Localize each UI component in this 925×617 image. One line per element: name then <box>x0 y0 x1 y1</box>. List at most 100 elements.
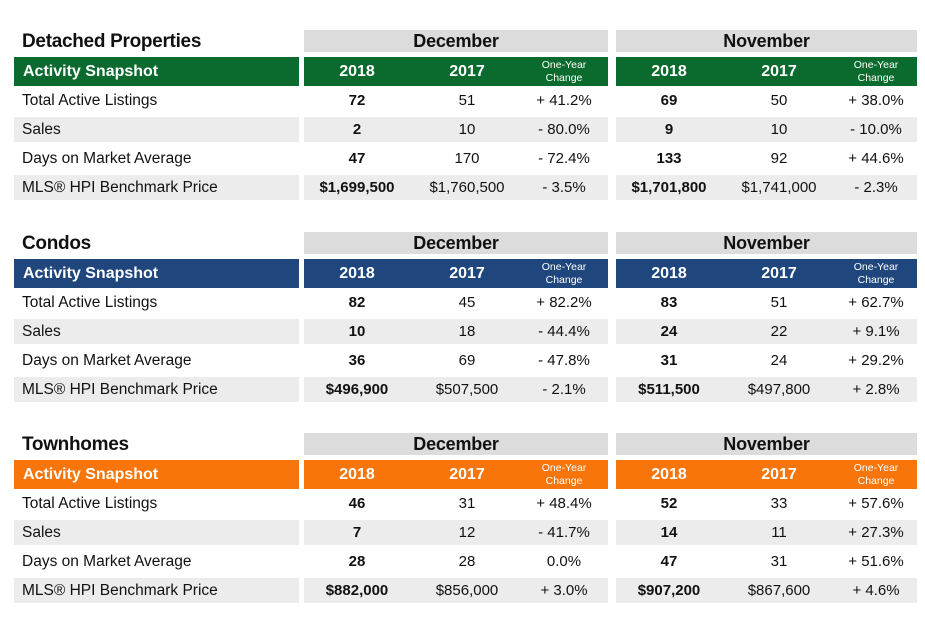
table-row: MLS® HPI Benchmark Price $882,000 $856,000… <box>0 578 925 607</box>
change-value: - 2.1% <box>542 381 586 398</box>
value-cell: 24 <box>660 323 678 340</box>
section-title-row: Detached Properties December November <box>0 28 925 53</box>
activity-snapshot-label: Activity Snapshot <box>23 63 159 80</box>
value-cell: 18 <box>458 323 476 340</box>
metric-label: MLS® HPI Benchmark Price <box>22 179 218 196</box>
column-header-band: 2018 2017 One-Year Change <box>304 57 608 86</box>
year-header: 2017 <box>449 63 485 80</box>
activity-snapshot-header: Activity Snapshot <box>14 259 299 288</box>
table-row: MLS® HPI Benchmark Price $496,900 $507,500… <box>0 377 925 406</box>
row-shading <box>616 175 917 200</box>
row-shading <box>616 377 917 402</box>
change-value: - 72.4% <box>538 150 590 167</box>
value-cell: 50 <box>770 92 788 109</box>
row-shading <box>304 117 608 142</box>
year-header: 2017 <box>761 63 797 80</box>
year-header: 2018 <box>339 63 375 80</box>
table-row: Total Active Listings 72 51 + 41.2% 69 50 + 38… <box>0 88 925 117</box>
value-cell: 51 <box>770 294 788 311</box>
change-value: - 80.0% <box>538 121 590 138</box>
value-cell: 69 <box>458 352 476 369</box>
one-year-change-header: One-Year Change <box>853 261 899 286</box>
year-header: 2017 <box>761 265 797 282</box>
row-shading <box>304 377 608 402</box>
change-value: - 41.7% <box>538 524 590 541</box>
change-value: + 27.3% <box>848 524 904 541</box>
value-cell: $1,760,500 <box>429 179 505 196</box>
value-cell: 2 <box>352 121 362 138</box>
metric-label: MLS® HPI Benchmark Price <box>22 582 218 599</box>
value-cell: 24 <box>770 352 788 369</box>
value-cell: 92 <box>770 150 788 167</box>
row-shading <box>14 319 299 344</box>
table-row: Days on Market Average 36 69 - 47.8% 31 24 + 2… <box>0 348 925 377</box>
change-value: - 2.3% <box>854 179 898 196</box>
change-value: 0.0% <box>546 553 582 570</box>
value-cell: 12 <box>458 524 476 541</box>
row-shading <box>304 520 608 545</box>
metric-label: Total Active Listings <box>22 294 158 311</box>
change-value: + 51.6% <box>848 553 904 570</box>
row-shading <box>14 377 299 402</box>
row-shading <box>304 319 608 344</box>
year-header: 2018 <box>339 265 375 282</box>
row-shading <box>14 578 299 603</box>
activity-snapshot-label: Activity Snapshot <box>23 265 159 282</box>
table-row: MLS® HPI Benchmark Price $1,699,500 $1,760… <box>0 175 925 204</box>
row-shading <box>14 175 299 200</box>
row-shading <box>304 578 608 603</box>
value-cell: 83 <box>660 294 678 311</box>
value-cell: $507,500 <box>435 381 499 398</box>
change-value: + 9.1% <box>852 323 900 340</box>
table-row: Total Active Listings 82 45 + 82.2% 83 51 + 62… <box>0 290 925 319</box>
year-header: 2017 <box>761 466 797 483</box>
one-year-change-header: One-Year Change <box>853 59 899 84</box>
row-shading <box>14 520 299 545</box>
value-cell: 11 <box>771 524 787 541</box>
column-header-band: 2018 2017 One-Year Change <box>616 57 917 86</box>
value-cell: 45 <box>458 294 476 311</box>
change-value: + 38.0% <box>848 92 904 109</box>
value-cell: $496,900 <box>325 381 389 398</box>
metric-label: Total Active Listings <box>22 495 158 512</box>
value-cell: 31 <box>660 352 678 369</box>
metric-label: Days on Market Average <box>22 150 192 167</box>
change-value: + 62.7% <box>848 294 904 311</box>
change-value: - 10.0% <box>850 121 902 138</box>
row-shading <box>14 117 299 142</box>
value-cell: 51 <box>458 92 476 109</box>
value-cell: 69 <box>660 92 678 109</box>
table-row: Sales 7 12 - 41.7% 14 11 + 27.3% <box>0 520 925 549</box>
month-header: November <box>616 433 917 455</box>
year-header: 2018 <box>651 466 687 483</box>
metric-label: Days on Market Average <box>22 352 192 369</box>
activity-snapshot-header: Activity Snapshot <box>14 57 299 86</box>
value-cell: $497,800 <box>747 381 811 398</box>
change-value: + 48.4% <box>536 495 592 512</box>
one-year-change-header: One-Year Change <box>541 462 587 487</box>
change-value: - 47.8% <box>538 352 590 369</box>
metric-label: Sales <box>22 121 61 138</box>
value-cell: 33 <box>770 495 788 512</box>
row-shading <box>616 319 917 344</box>
value-cell: 82 <box>348 294 366 311</box>
value-cell: $856,000 <box>435 582 499 599</box>
column-header-band: 2018 2017 One-Year Change <box>304 259 608 288</box>
value-cell: 10 <box>770 121 788 138</box>
row-shading <box>616 520 917 545</box>
activity-snapshot-label: Activity Snapshot <box>23 466 159 483</box>
metric-label: Total Active Listings <box>22 92 158 109</box>
change-value: + 57.6% <box>848 495 904 512</box>
value-cell: $511,500 <box>638 381 700 398</box>
section-title: Condos <box>22 233 91 254</box>
table-row: Days on Market Average 47 170 - 72.4% 133 92 +… <box>0 146 925 175</box>
month-header: December <box>304 232 608 254</box>
value-cell: $907,200 <box>637 582 701 599</box>
change-value: + 44.6% <box>848 150 904 167</box>
metric-label: Sales <box>22 323 61 340</box>
one-year-change-header: One-Year Change <box>853 462 899 487</box>
value-cell: 9 <box>664 121 674 138</box>
value-cell: $867,600 <box>747 582 811 599</box>
row-shading <box>304 175 608 200</box>
value-cell: $1,699,500 <box>319 179 395 196</box>
